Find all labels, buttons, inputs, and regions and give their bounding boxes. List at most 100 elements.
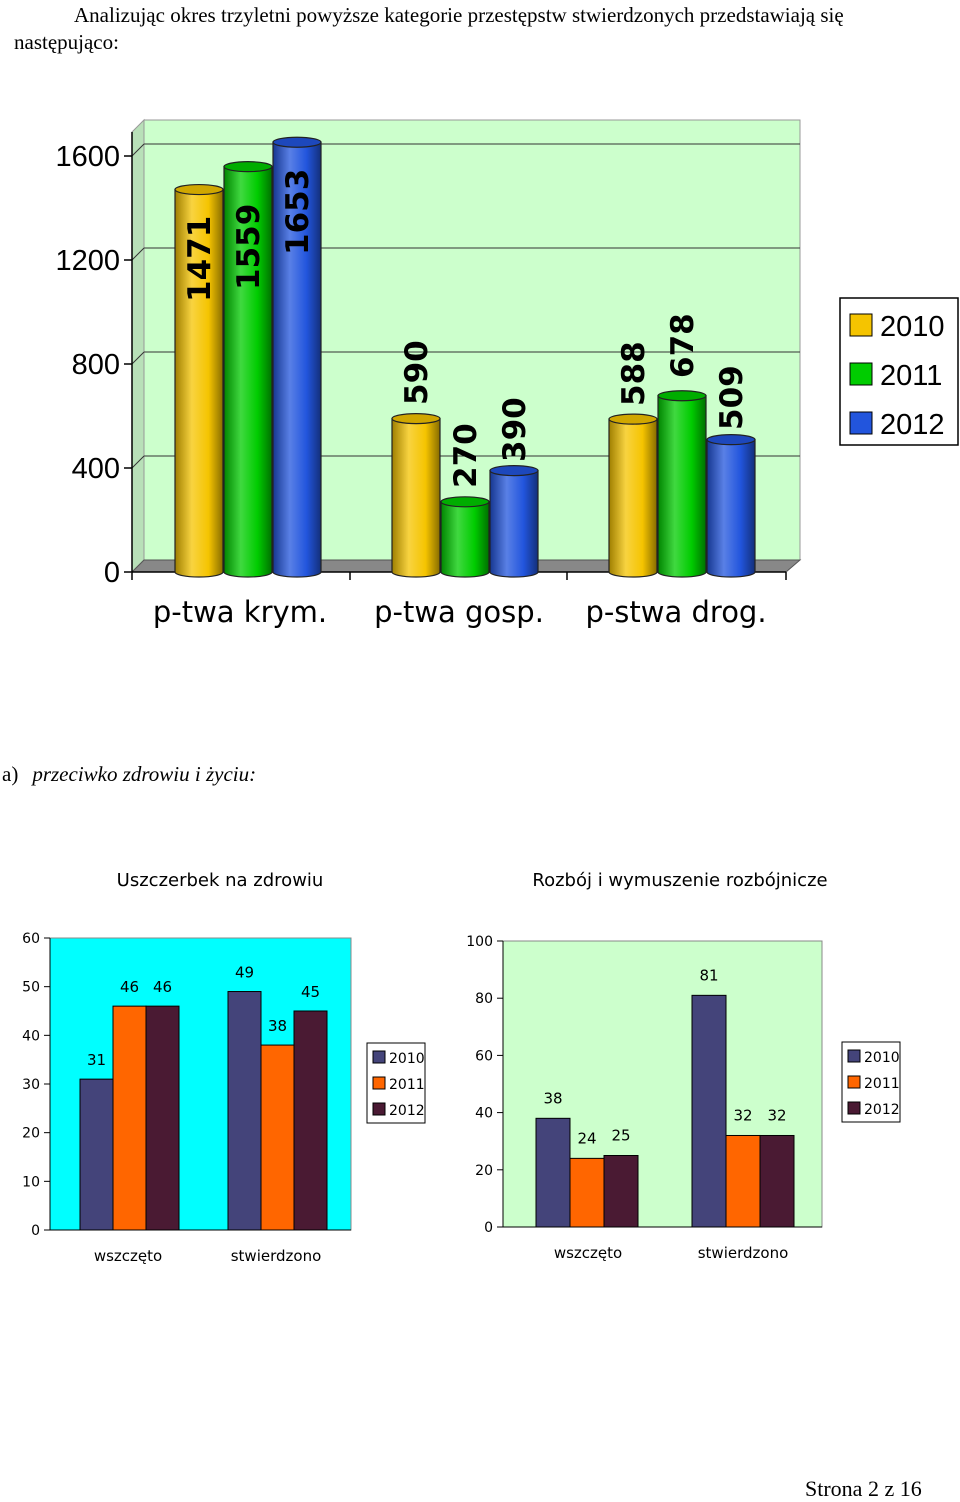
- y-tick-label: 100: [466, 934, 493, 950]
- data-label: 270: [448, 423, 484, 488]
- legend-label: 2012: [880, 409, 945, 441]
- y-tick-label: 60: [22, 931, 40, 947]
- legend-label: 2010: [880, 311, 945, 343]
- legend-swatch: [849, 313, 873, 337]
- data-label: 49: [235, 964, 254, 982]
- data-label: 81: [699, 966, 718, 984]
- category-label: p-twa krym.: [153, 595, 327, 629]
- bar-2012-1: [759, 1134, 795, 1228]
- bar-2012-0: [145, 1005, 180, 1231]
- y-tick-label: 10: [22, 1174, 40, 1190]
- bar-cap: [440, 496, 490, 508]
- data-label: 678: [665, 313, 701, 378]
- y-tick-label: 60: [475, 1048, 493, 1064]
- plot-side-wall: [131, 118, 145, 574]
- legend-swatch: [847, 1101, 861, 1115]
- gridline-side: [131, 143, 145, 157]
- category-label: wszczęto: [554, 1244, 622, 1262]
- bar-2011-1: [725, 1134, 761, 1228]
- bar-cap: [706, 434, 756, 446]
- legend-box: [366, 1042, 426, 1124]
- bar-cap: [391, 413, 441, 425]
- legend-swatch: [847, 1049, 861, 1063]
- legend-label: 2011: [864, 1076, 900, 1092]
- bar-body: [706, 439, 756, 578]
- bar-2010-0: [79, 1078, 114, 1231]
- bar-body: [223, 166, 273, 578]
- chart-uszczerbek-plot: Uszczerbek na zdrowiu 0 10 20 30 40 50 60 31 46 46…: [22, 870, 426, 1265]
- category-label: stwierdzono: [231, 1247, 322, 1265]
- bar-body: [657, 395, 707, 578]
- legend-swatch: [849, 362, 873, 386]
- y-tick-label: 40: [22, 1028, 40, 1044]
- bar-2010-1: [227, 991, 262, 1231]
- bar-2011-0: [112, 1005, 147, 1231]
- legend-label: 2010: [864, 1050, 900, 1066]
- section-heading: a) przeciwko zdrowiu i życiu:: [2, 762, 256, 787]
- page-footer: Strona 2 z 16: [805, 1476, 922, 1501]
- bar-2011-0: [569, 1157, 605, 1228]
- y-tick-label: 80: [475, 991, 493, 1007]
- bar-2010-0: [174, 183, 224, 578]
- data-label: 590: [399, 340, 435, 405]
- bar-cap: [272, 136, 322, 148]
- data-label: 32: [767, 1106, 786, 1124]
- legend-box: [841, 1041, 901, 1123]
- bar-body: [440, 501, 490, 578]
- bar-2010-2: [608, 413, 658, 578]
- data-label: 38: [543, 1089, 562, 1107]
- data-label: 25: [611, 1127, 630, 1145]
- bar-body: [391, 418, 441, 578]
- legend-swatch: [372, 1050, 386, 1064]
- data-label: 46: [120, 978, 139, 996]
- plot-area: [49, 937, 352, 1231]
- bar-body: [608, 418, 658, 578]
- y-tick-label: 800: [72, 349, 120, 381]
- bar-2011-0: [223, 161, 273, 578]
- data-label: 588: [616, 341, 652, 406]
- legend-label: 2012: [864, 1102, 900, 1118]
- legend-swatch: [372, 1102, 386, 1116]
- intro-paragraph: Analizując okres trzyletni powyższe kate…: [14, 3, 844, 54]
- bar-2010-1: [691, 994, 727, 1228]
- bar-body: [489, 470, 539, 578]
- y-tick-label: 50: [22, 980, 40, 996]
- category-label: wszczęto: [94, 1247, 162, 1265]
- bar-cap: [174, 183, 224, 196]
- bar-body: [272, 141, 322, 578]
- data-label: 31: [87, 1051, 106, 1069]
- y-tick-label: 400: [72, 453, 120, 485]
- bar-2011-1: [440, 496, 490, 578]
- bar-cap: [608, 413, 658, 425]
- plot-area: [502, 940, 823, 1228]
- y-tick-label: 20: [22, 1126, 40, 1142]
- chart-categories-3d: 0 400 800 1200 1600 1471 1559 1653 p-twa krym. 59…: [55, 118, 959, 629]
- data-label: 32: [733, 1106, 752, 1124]
- y-tick-label: 0: [104, 557, 120, 589]
- data-label: 1559: [231, 204, 267, 290]
- legend-label: 2010: [389, 1051, 425, 1067]
- bar-2012-2: [706, 434, 756, 578]
- bar-2010-1: [391, 413, 441, 578]
- category-label: stwierdzono: [698, 1244, 789, 1262]
- data-label: 1653: [280, 169, 316, 255]
- y-tick-label: 1200: [55, 245, 120, 277]
- legend-label: 2012: [389, 1103, 425, 1119]
- y-tick-label: 30: [22, 1077, 40, 1093]
- bar-2011-2: [657, 390, 707, 578]
- y-tick-label: 0: [31, 1223, 40, 1239]
- legend-swatch: [372, 1076, 386, 1090]
- category-label: p-twa gosp.: [374, 595, 544, 629]
- bar-body: [174, 188, 224, 578]
- legend-swatch: [849, 411, 873, 435]
- data-label: 509: [714, 365, 750, 430]
- bar-2012-0: [603, 1155, 639, 1228]
- bar-cap: [489, 465, 539, 477]
- legend-label: 2011: [880, 360, 942, 392]
- data-label: 390: [497, 397, 533, 462]
- gridline-side: [131, 455, 145, 469]
- bar-2010-0: [535, 1117, 571, 1228]
- y-tick-label: 0: [484, 1220, 493, 1236]
- legend-label: 2011: [389, 1077, 425, 1093]
- section-title: przeciwko zdrowiu i życiu:: [32, 762, 257, 786]
